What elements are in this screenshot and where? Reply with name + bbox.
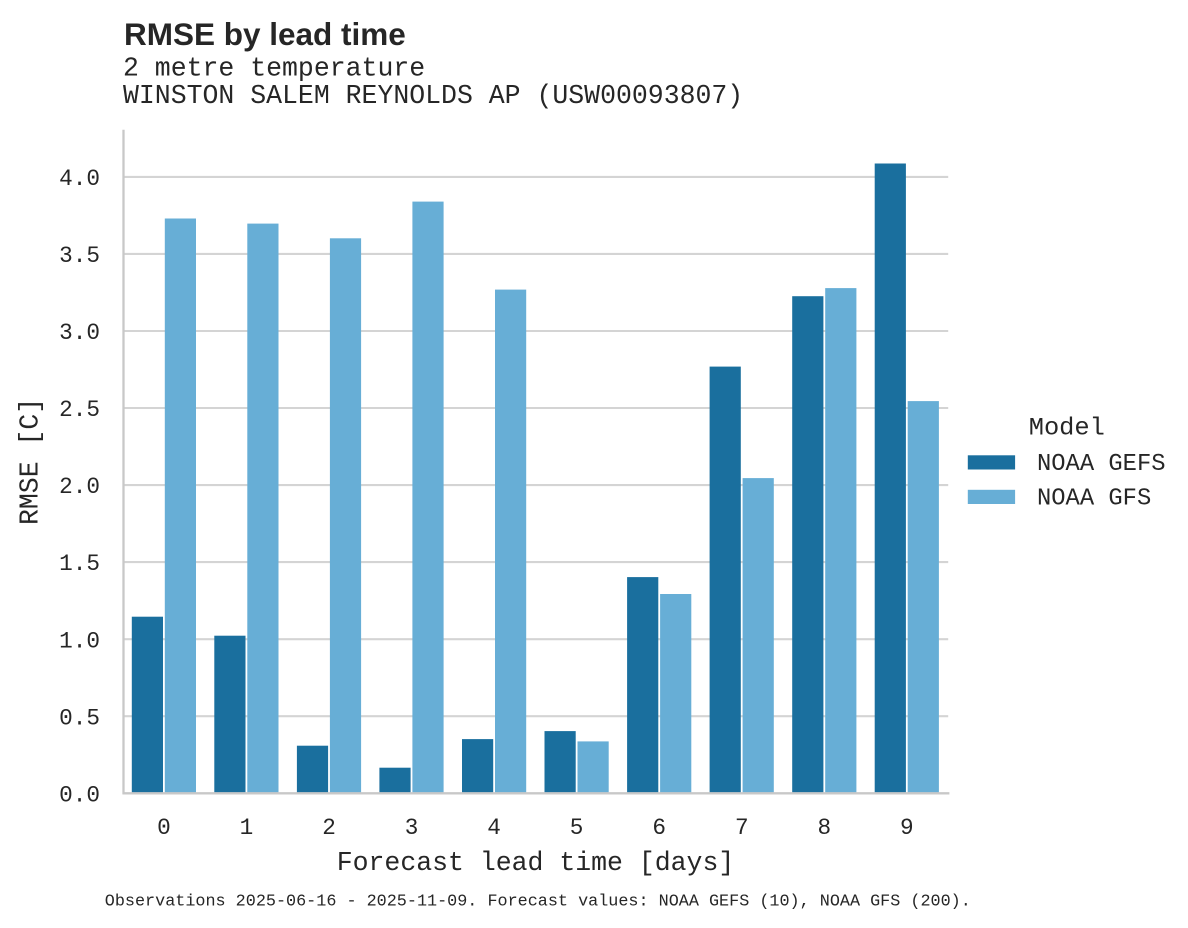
svg-text:4: 4 — [487, 815, 501, 841]
svg-text:2: 2 — [322, 815, 336, 841]
svg-text:Model: Model — [1029, 413, 1105, 442]
svg-text:1.5: 1.5 — [59, 551, 100, 577]
svg-text:0: 0 — [157, 815, 171, 841]
svg-text:4.0: 4.0 — [59, 166, 100, 192]
svg-text:2.5: 2.5 — [59, 397, 100, 423]
svg-text:NOAA GFS: NOAA GFS — [1037, 485, 1151, 512]
svg-text:3: 3 — [405, 815, 419, 841]
svg-text:Observations 2025-06-16 - 2025: Observations 2025-06-16 - 2025-11-09. Fo… — [105, 893, 971, 912]
svg-text:0.5: 0.5 — [59, 705, 100, 731]
svg-text:2.0: 2.0 — [59, 474, 100, 500]
svg-text:6: 6 — [652, 815, 666, 841]
svg-text:3.5: 3.5 — [59, 243, 100, 269]
svg-text:RMSE by lead time: RMSE by lead time — [124, 16, 406, 52]
svg-text:1.0: 1.0 — [59, 628, 100, 654]
svg-text:3.0: 3.0 — [59, 320, 100, 346]
svg-text:2 metre temperature: 2 metre temperature — [123, 54, 425, 84]
svg-text:Forecast lead time [days]: Forecast lead time [days] — [337, 848, 735, 878]
svg-text:1: 1 — [240, 815, 254, 841]
svg-text:7: 7 — [735, 815, 749, 841]
svg-text:9: 9 — [900, 815, 914, 841]
svg-text:NOAA GEFS: NOAA GEFS — [1037, 451, 1166, 478]
svg-text:0.0: 0.0 — [59, 782, 100, 808]
svg-text:WINSTON SALEM REYNOLDS AP (USW: WINSTON SALEM REYNOLDS AP (USW00093807) — [123, 81, 743, 111]
svg-text:RMSE [C]: RMSE [C] — [16, 398, 46, 525]
svg-text:8: 8 — [817, 815, 831, 841]
svg-text:5: 5 — [570, 815, 584, 841]
